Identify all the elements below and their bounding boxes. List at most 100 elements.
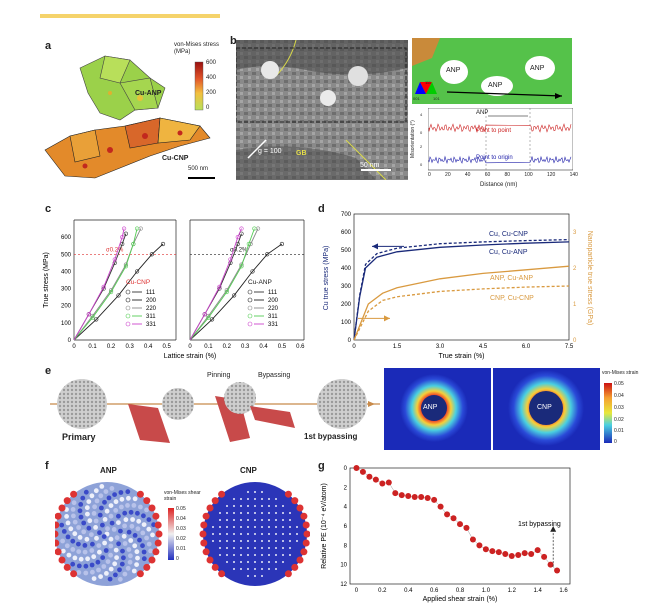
d-series-line <box>353 241 570 341</box>
c-xtick: 0.3 <box>125 344 134 350</box>
atom <box>107 576 113 582</box>
atom <box>282 505 284 507</box>
panel-b-misorientation-profile <box>428 108 573 171</box>
c-ytick: 600 <box>61 235 72 241</box>
rim-atom <box>70 570 78 578</box>
rim-atom <box>55 548 62 556</box>
atom <box>261 575 263 577</box>
atom <box>282 533 284 535</box>
atom <box>226 526 228 528</box>
rim-atom <box>303 530 310 538</box>
panel-a-cb-tick: 200 <box>206 90 217 96</box>
atom <box>240 526 242 528</box>
panel-f-cb-tick: 0.02 <box>176 536 186 542</box>
c-series-point <box>279 241 285 247</box>
atom <box>126 495 131 501</box>
c-series-point <box>112 257 117 262</box>
g-data-point <box>541 553 548 560</box>
panel-f-title-anp: ANP <box>100 466 117 475</box>
g-ytick: 10 <box>340 563 347 569</box>
atom <box>76 563 82 569</box>
atom <box>83 489 89 495</box>
g-xlabel: Applied shear strain (%) <box>423 596 498 603</box>
atom <box>108 513 114 519</box>
c-ytick: 500 <box>61 252 72 258</box>
atom <box>104 508 110 514</box>
atom <box>219 547 221 549</box>
atom <box>254 547 256 549</box>
atom <box>247 575 249 577</box>
rim-atom <box>302 521 310 529</box>
rim-atom <box>55 539 60 547</box>
atom <box>64 543 70 549</box>
atom <box>101 564 107 569</box>
panel-b-orientation-map <box>412 38 572 104</box>
profile-xtick: 100 <box>524 172 533 178</box>
atom <box>83 570 89 576</box>
atom <box>112 492 117 497</box>
d-ytick-right: 3 <box>573 230 577 236</box>
profile-ytick: 0 <box>420 130 423 135</box>
rim-atom <box>63 563 71 571</box>
atom <box>240 533 242 535</box>
atom <box>240 568 242 570</box>
atom <box>212 540 214 542</box>
ipf-tick: 111 <box>425 80 432 85</box>
panel-a-label: a <box>45 40 52 52</box>
rim-atom <box>200 539 208 547</box>
atom <box>108 543 114 549</box>
atom <box>233 540 235 542</box>
atom <box>219 519 221 521</box>
panel-f-label: f <box>45 460 49 472</box>
atom <box>240 540 242 542</box>
panel-b-label: b <box>230 35 237 47</box>
atom <box>233 533 235 535</box>
profile-xtick: 140 <box>569 172 578 178</box>
c-series-line <box>189 228 259 341</box>
d-series-label: ANP, Cu-ANP <box>490 275 533 282</box>
panel-a-cb-tick: 600 <box>206 60 217 66</box>
c-legend-marker <box>125 289 131 295</box>
d-ylabel-left: Cu true stress (MPa) <box>323 246 330 311</box>
atom <box>128 553 133 559</box>
profile-xtick: 20 <box>445 172 451 178</box>
g-data-point <box>392 490 399 497</box>
atom <box>120 548 125 554</box>
atom <box>91 511 97 516</box>
atom <box>93 488 99 494</box>
atom <box>150 532 155 538</box>
atom <box>103 548 109 553</box>
c-series-point <box>149 252 154 257</box>
atom <box>126 529 132 535</box>
c-series-line <box>73 228 142 341</box>
c-series-point <box>134 269 140 274</box>
atom <box>92 504 97 510</box>
g-data-point <box>457 521 463 528</box>
g-xtick: 1.0 <box>482 588 491 594</box>
atom <box>72 531 78 537</box>
c-legend-entry: 311 <box>268 314 278 320</box>
atom <box>261 547 263 549</box>
panel-f-title-cnp: CNP <box>240 466 257 475</box>
c-xtick: 0.5 <box>163 344 172 350</box>
atom <box>89 562 95 568</box>
profile-xlabel: Distance (nm) <box>480 182 518 188</box>
atom <box>268 561 270 563</box>
atom <box>135 510 140 516</box>
c-series-point <box>255 226 261 231</box>
atom <box>275 498 277 500</box>
rim-atom <box>284 570 292 578</box>
atom <box>64 514 69 519</box>
atom <box>84 505 90 511</box>
c-series-point <box>246 241 251 247</box>
atom <box>94 535 99 541</box>
g-data-point <box>450 515 457 522</box>
d-series-line <box>353 265 570 341</box>
g-data-point <box>353 465 360 471</box>
atom <box>268 519 270 521</box>
atom <box>119 496 125 502</box>
c-xtick: 0.2 <box>223 344 232 350</box>
atom <box>59 522 65 528</box>
atom <box>226 547 228 549</box>
profile-xtick: 0 <box>428 172 431 178</box>
